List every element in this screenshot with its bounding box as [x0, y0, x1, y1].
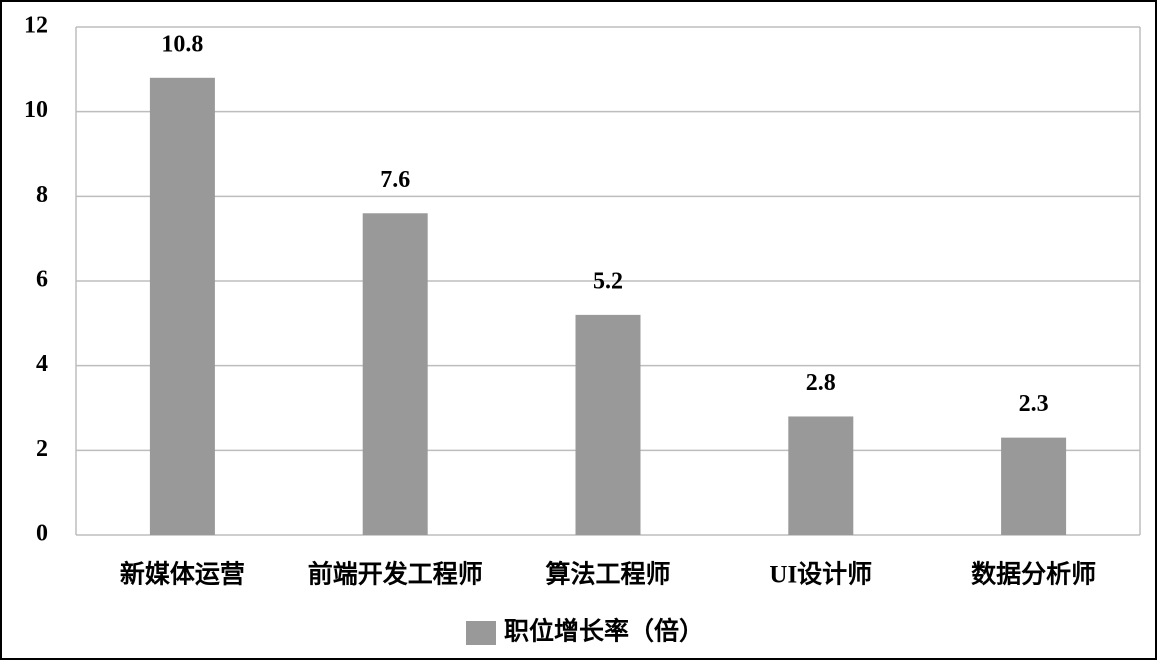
x-tick-label: 算法工程师	[545, 560, 670, 589]
x-tick-label: 数据分析师	[971, 561, 1096, 589]
value-label: 2.3	[1019, 391, 1049, 417]
bar	[149, 77, 215, 536]
y-tick-label: 2	[36, 436, 48, 462]
bar	[575, 314, 641, 535]
y-tick-label: 10	[24, 97, 48, 123]
y-tick-label: 12	[24, 13, 48, 39]
y-tick-label: 0	[36, 521, 48, 547]
x-tick-label: 前端开发工程师	[308, 560, 483, 589]
y-tick-label: 4	[36, 351, 48, 377]
value-label: 7.6	[380, 167, 410, 193]
value-label: 5.2	[593, 268, 623, 294]
x-tick-label: UI设计师	[769, 561, 872, 589]
value-label: 2.8	[806, 370, 836, 396]
x-tick-label: 新媒体运营	[120, 560, 245, 589]
y-tick-label: 8	[36, 182, 48, 208]
y-tick-label: 6	[36, 267, 48, 293]
bar	[362, 213, 428, 535]
value-label: 10.8	[161, 31, 203, 57]
legend-label: 职位增长率（倍）	[504, 617, 704, 646]
bar	[1001, 437, 1067, 535]
legend-swatch	[466, 621, 496, 645]
bar	[788, 416, 854, 535]
